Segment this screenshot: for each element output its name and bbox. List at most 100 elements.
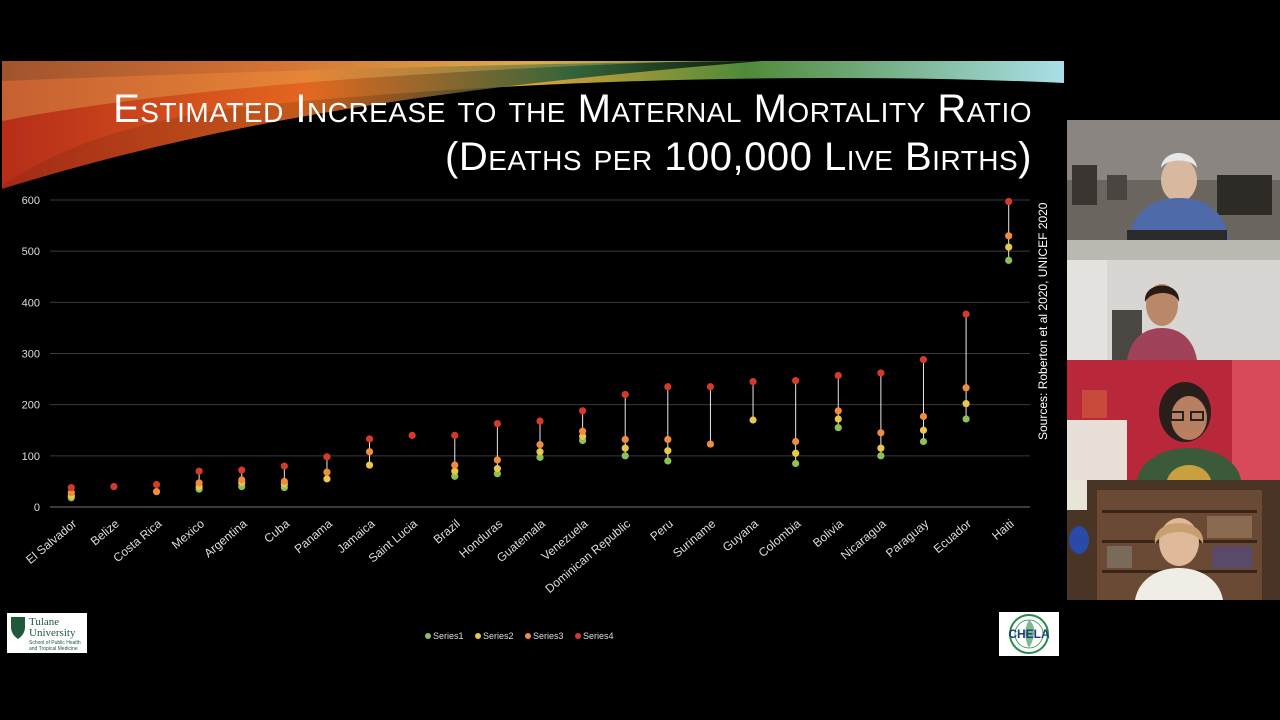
x-tick-label: Nicaragua [838,516,889,562]
video-tile-participant-3[interactable] [1067,360,1280,480]
video-tile-participant-4[interactable] [1067,480,1280,600]
data-point-series3 [792,437,800,446]
video-tile-participant-2[interactable] [1067,240,1280,360]
data-point-series2 [792,449,800,457]
x-tick-label: Bolivia [810,516,846,550]
legend-marker-series4 [575,633,581,639]
legend-label-series1: Series1 [433,631,464,641]
data-point-series1 [493,470,501,478]
data-point-series2 [621,444,629,452]
data-point-series3 [706,440,715,448]
sources-note: Sources: Roberton et al 2020, UNICEF 202… [1036,202,1050,440]
title-line-1: Estimated Increase to the Maternal Morta… [113,87,1032,131]
data-point-series3 [664,435,672,444]
data-point-series3 [152,488,161,496]
data-point-series4 [792,377,800,385]
data-point-series1 [919,437,928,446]
data-point-series4 [621,390,629,399]
data-point-series4 [365,435,374,443]
data-point-series1 [664,457,672,465]
x-tick-label: Mexico [169,516,207,551]
data-point-series3 [365,448,374,456]
data-point-series4 [323,453,331,461]
slide-banner [2,61,1064,189]
x-tick-label: Peru [647,517,675,544]
legend-marker-series3 [525,633,531,639]
y-tick-label: 500 [22,246,40,258]
svg-text:University: University [29,627,76,639]
data-point-series1 [877,452,885,460]
data-point-series1 [451,472,459,480]
data-point-series4 [664,383,672,391]
svg-text:and Tropical Medicine: and Tropical Medicine [29,646,78,652]
data-point-series4 [493,419,501,428]
legend-marker-series2 [475,633,481,639]
svg-text:CHELA: CHELA [1008,627,1050,641]
data-point-series4 [749,378,757,386]
video-tile-participant-1[interactable] [1067,120,1280,240]
x-tick-label: Belize [88,516,122,548]
shield-icon [11,617,25,639]
x-tick-label: Brazil [431,517,463,547]
data-point-series4 [408,431,416,439]
data-point-series4 [195,467,203,475]
x-tick-label: Suriname [670,516,719,560]
data-point-series3 [536,440,544,449]
x-tick-label: Haiti [989,517,1016,543]
y-tick-label: 100 [22,451,40,463]
data-point-series2 [365,461,374,469]
data-point-series4 [877,369,885,377]
data-point-series1 [621,452,629,460]
data-point-series2 [919,426,928,434]
title-line-2: (Deaths per 100,000 Live Births) [445,135,1032,179]
data-point-series4 [962,310,970,318]
data-point-series4 [152,480,161,489]
chela-logo: CHELA [999,612,1059,656]
data-point-series3 [962,384,970,392]
data-point-series2 [1005,243,1013,251]
data-point-series3 [877,429,885,437]
data-point-series3 [280,477,288,486]
legend-label-series4: Series4 [583,631,614,641]
x-tick-label: Paraguay [883,517,931,561]
legend-label-series2: Series2 [483,631,514,641]
data-point-series2 [749,416,757,424]
x-tick-label: Argentina [201,516,250,560]
x-tick-label: El Salvador [23,517,79,567]
y-tick-label: 300 [22,349,40,361]
data-point-series3 [919,412,928,421]
data-point-series2 [493,465,501,473]
data-point-series3 [621,435,629,444]
y-tick-label: 400 [22,297,40,309]
data-point-series3 [1005,232,1013,240]
legend-label-series3: Series3 [533,631,564,641]
data-point-series4 [919,356,928,364]
data-point-series4 [280,462,288,470]
data-point-series2 [962,400,970,408]
data-point-series1 [962,415,970,423]
data-point-series2 [579,432,587,440]
y-tick-label: 200 [22,400,40,412]
data-point-series3 [579,427,587,435]
presentation-slide: Estimated Increase to the Maternal Morta… [2,61,1064,661]
data-point-series4 [536,417,544,425]
tulane-logo: Tulane University School of Public Healt… [7,613,87,653]
data-point-series3 [195,479,203,487]
data-point-series4 [451,431,459,439]
x-tick-label: Cuba [261,516,292,545]
data-point-series2 [536,448,544,456]
svg-text:School of Public Health: School of Public Health [29,640,81,646]
data-point-series3 [323,468,331,476]
x-tick-label: Panama [292,516,335,556]
data-point-series2 [451,467,459,475]
data-point-series4 [1005,197,1013,206]
data-point-series3 [834,407,842,415]
x-tick-label: Colombia [756,516,804,560]
data-point-series4 [110,482,118,491]
data-point-series1 [1005,256,1013,264]
data-point-series4 [67,483,75,492]
data-point-series1 [834,424,842,432]
data-point-series3 [67,489,75,497]
data-point-series2 [323,475,331,483]
